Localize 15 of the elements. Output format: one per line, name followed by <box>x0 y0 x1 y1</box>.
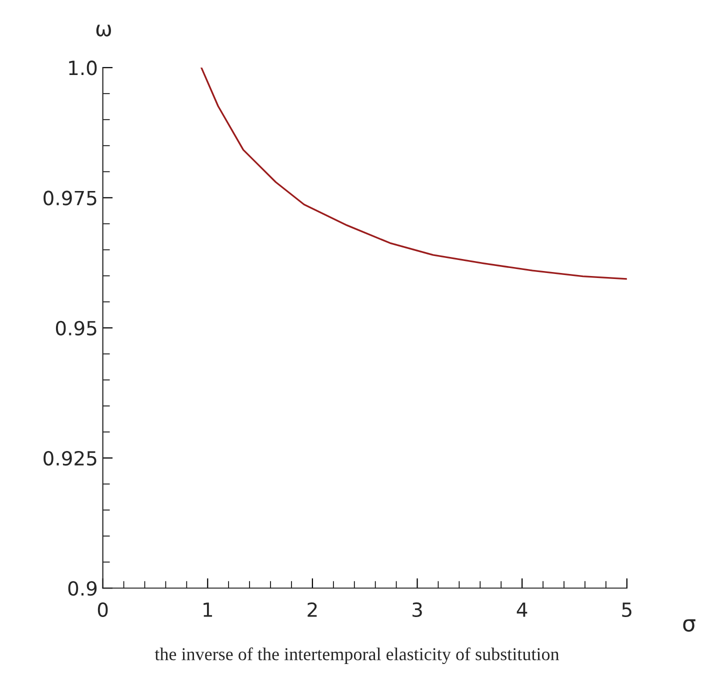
line-series <box>200 68 627 280</box>
x-tick-label: 4 <box>516 602 528 617</box>
y-axis-title: ω <box>96 24 111 36</box>
y-tick-label: 0.95 <box>56 320 96 336</box>
y-tick-label: 1.0 <box>69 60 97 76</box>
x-tick-label: 2 <box>308 602 317 617</box>
x-tick-label: 5 <box>622 602 632 618</box>
text: the inverse of the intertemporal elasticity of substitution <box>154 647 560 664</box>
y-tick-label: 0.9 <box>68 581 97 596</box>
x-axis-title: σ <box>683 619 696 632</box>
y-tick-label: 0.975 <box>44 190 96 206</box>
y-tick-label: 0.925 <box>44 450 96 466</box>
x-tick-label: 1 <box>204 602 212 617</box>
x-tick-label: 3 <box>412 602 422 618</box>
x-tick-label: 0 <box>98 602 108 618</box>
